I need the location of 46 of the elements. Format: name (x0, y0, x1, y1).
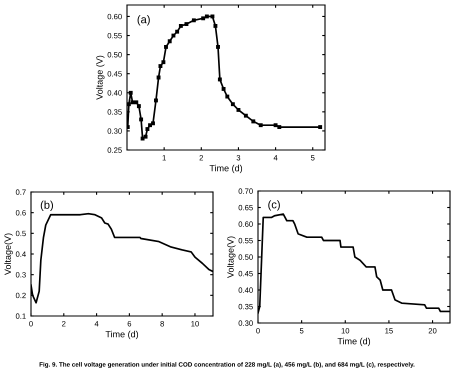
point (130, 100, 135, 104)
point (158, 64, 162, 68)
point (218, 77, 222, 82)
point (216, 45, 220, 49)
point (204, 14, 209, 18)
annotation: (b) (40, 200, 53, 212)
point (168, 39, 172, 44)
point (192, 18, 196, 22)
point (244, 114, 248, 118)
x-axis-title: Time (d) (210, 164, 242, 174)
annotation: (a) (138, 15, 150, 26)
x-axis-title: Time (d) (338, 338, 370, 346)
point (236, 108, 240, 112)
point (128, 90, 133, 95)
point (277, 125, 282, 130)
y-axis-title: Voltage(V) (227, 236, 236, 278)
point (164, 45, 168, 49)
point (201, 16, 206, 20)
point (251, 119, 256, 124)
y-axis-title: Voltage (V) (96, 56, 104, 100)
point (274, 123, 278, 128)
point (175, 30, 180, 34)
point (184, 22, 188, 26)
point (154, 98, 158, 102)
point (136, 104, 141, 108)
point (161, 60, 166, 64)
point (222, 87, 226, 91)
point (225, 94, 230, 99)
point (258, 123, 263, 128)
point (213, 24, 218, 28)
annotation: (c) (268, 200, 280, 211)
point (139, 118, 144, 122)
y-axis-title: Voltage(V) (4, 233, 13, 276)
point (171, 34, 176, 38)
point (210, 14, 214, 18)
point (230, 102, 235, 106)
point (151, 121, 155, 126)
point (140, 136, 145, 140)
point (156, 76, 161, 80)
x-axis-title: Time (d) (106, 330, 138, 340)
point (145, 127, 150, 131)
point (318, 125, 322, 130)
point (178, 24, 183, 28)
point (134, 100, 138, 104)
point (144, 134, 148, 139)
point (148, 123, 152, 128)
